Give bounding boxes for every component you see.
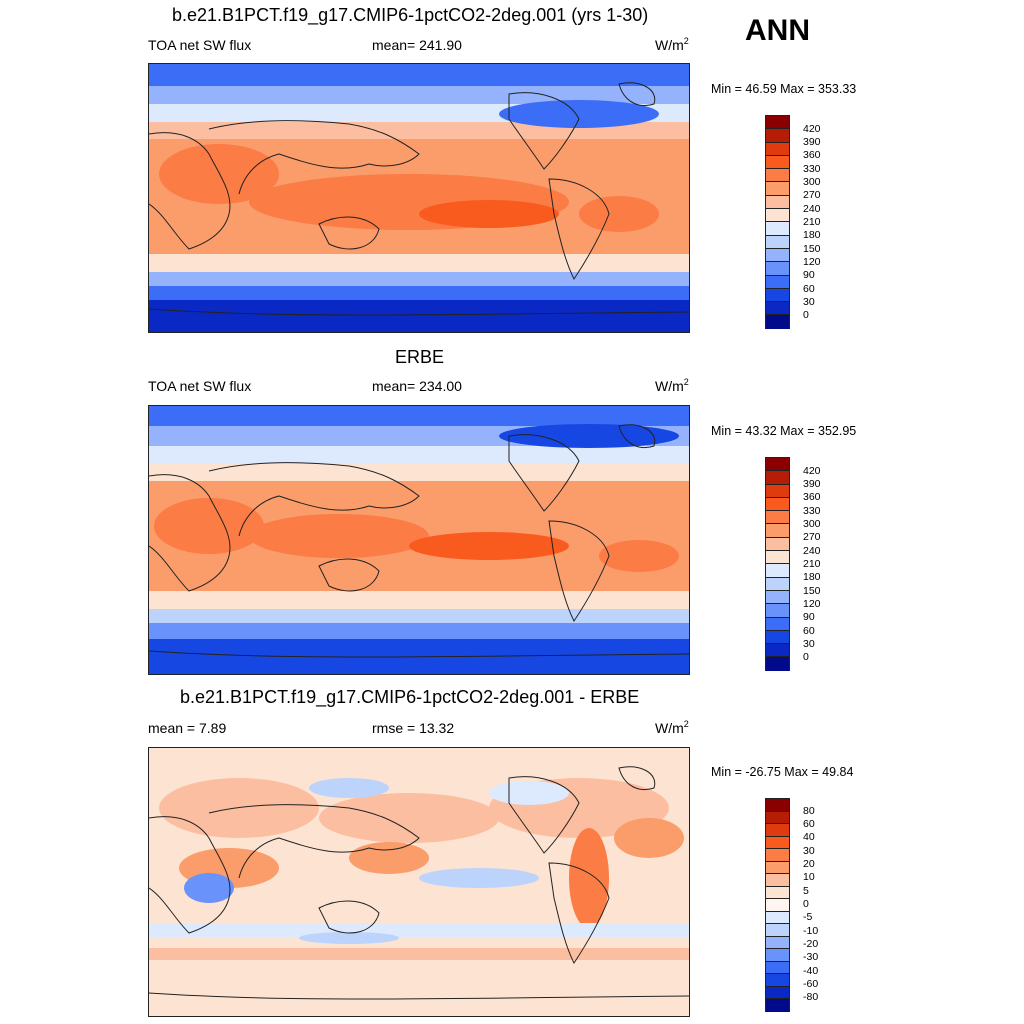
panel2-title: ERBE	[395, 347, 445, 367]
panel1-colorbar-label: 150	[803, 243, 821, 255]
panel3-colorbar-label: -80	[803, 991, 819, 1003]
panel3-colorbar-label: -30	[803, 951, 819, 963]
panel3-title: b.e21.B1PCT.f19_g17.CMIP6-1pctCO2-2deg.0…	[180, 687, 640, 707]
panel2-colorbar-label: 150	[803, 585, 821, 597]
panel3-colorbar-label: -60	[803, 978, 819, 990]
panel1-colorbar-label: 240	[803, 203, 821, 215]
panel2-colorbar-label: 420	[803, 465, 821, 477]
panel1-colorbar	[765, 115, 790, 329]
panel2-map	[148, 405, 690, 675]
panel2-colorbar-label: 210	[803, 558, 821, 570]
panel3-colorbar-label: 20	[803, 858, 815, 870]
panel3-colorbar-label: 0	[803, 898, 809, 910]
panel1-colorbar-label: 180	[803, 229, 821, 241]
panel2-colorbar-label: 360	[803, 491, 821, 503]
panel3-colorbar-label: 5	[803, 885, 809, 897]
panel1-title: b.e21.B1PCT.f19_g17.CMIP6-1pctCO2-2deg.0…	[172, 5, 649, 25]
panel1-map	[148, 63, 690, 333]
panel2-mean: mean= 234.00	[372, 378, 462, 394]
panel1-colorbar-label: 210	[803, 216, 821, 228]
panel2-colorbar-label: 30	[803, 638, 815, 650]
panel3-map	[148, 747, 690, 1017]
panel3-colorbar-label: 60	[803, 818, 815, 830]
panel1-mean: mean= 241.90	[372, 37, 462, 53]
panel1-colorbar-label: 0	[803, 309, 809, 321]
panel3-rmse: rmse = 13.32	[372, 720, 455, 736]
panel3-colorbar-label: -40	[803, 965, 819, 977]
panel1-colorbar-label: 120	[803, 256, 821, 268]
panel2-units: W/m2	[655, 377, 689, 394]
panel3-mean: mean = 7.89	[148, 720, 227, 736]
panel1-colorbar-label: 90	[803, 269, 815, 281]
panel1-colorbar-label: 270	[803, 189, 821, 201]
panel2-colorbar-label: 390	[803, 478, 821, 490]
panel3-colorbar	[765, 798, 790, 1012]
panel1-colorbar-label: 420	[803, 123, 821, 135]
panel1-colorbar-label: 360	[803, 149, 821, 161]
panel3-units: W/m2	[655, 719, 689, 736]
panel1-units: W/m2	[655, 36, 689, 53]
panel3-colorbar-label: 10	[803, 871, 815, 883]
panel3-colorbar-label: 40	[803, 831, 815, 843]
panel2-colorbar-label: 180	[803, 571, 821, 583]
panel3-minmax: Min = -26.75 Max = 49.84	[711, 765, 854, 779]
panel1-colorbar-label: 330	[803, 163, 821, 175]
panel2-colorbar	[765, 457, 790, 671]
panel3-colorbar-label: -5	[803, 911, 813, 923]
panel1-field-label: TOA net SW flux	[148, 37, 252, 53]
panel2-colorbar-label: 300	[803, 518, 821, 530]
panel1-minmax: Min = 46.59 Max = 353.33	[711, 82, 857, 96]
panel3-colorbar-label: -10	[803, 925, 819, 937]
panel2-colorbar-label: 270	[803, 531, 821, 543]
panel2-colorbar-label: 0	[803, 651, 809, 663]
panel1-colorbar-label: 390	[803, 136, 821, 148]
panel2-colorbar-label: 240	[803, 545, 821, 557]
panel2-minmax: Min = 43.32 Max = 352.95	[711, 424, 857, 438]
panel3-colorbar-label: -20	[803, 938, 819, 950]
panel1-colorbar-label: 30	[803, 296, 815, 308]
panel3-colorbar-label: 30	[803, 845, 815, 857]
panel3-colorbar-label: 80	[803, 805, 815, 817]
panel2-colorbar-label: 120	[803, 598, 821, 610]
panel2-colorbar-label: 330	[803, 505, 821, 517]
panel2-colorbar-label: 60	[803, 625, 815, 637]
panel1-colorbar-label: 300	[803, 176, 821, 188]
season-label: ANN	[745, 14, 810, 47]
panel2-field-label: TOA net SW flux	[148, 378, 252, 394]
panel1-colorbar-label: 60	[803, 283, 815, 295]
panel2-colorbar-label: 90	[803, 611, 815, 623]
